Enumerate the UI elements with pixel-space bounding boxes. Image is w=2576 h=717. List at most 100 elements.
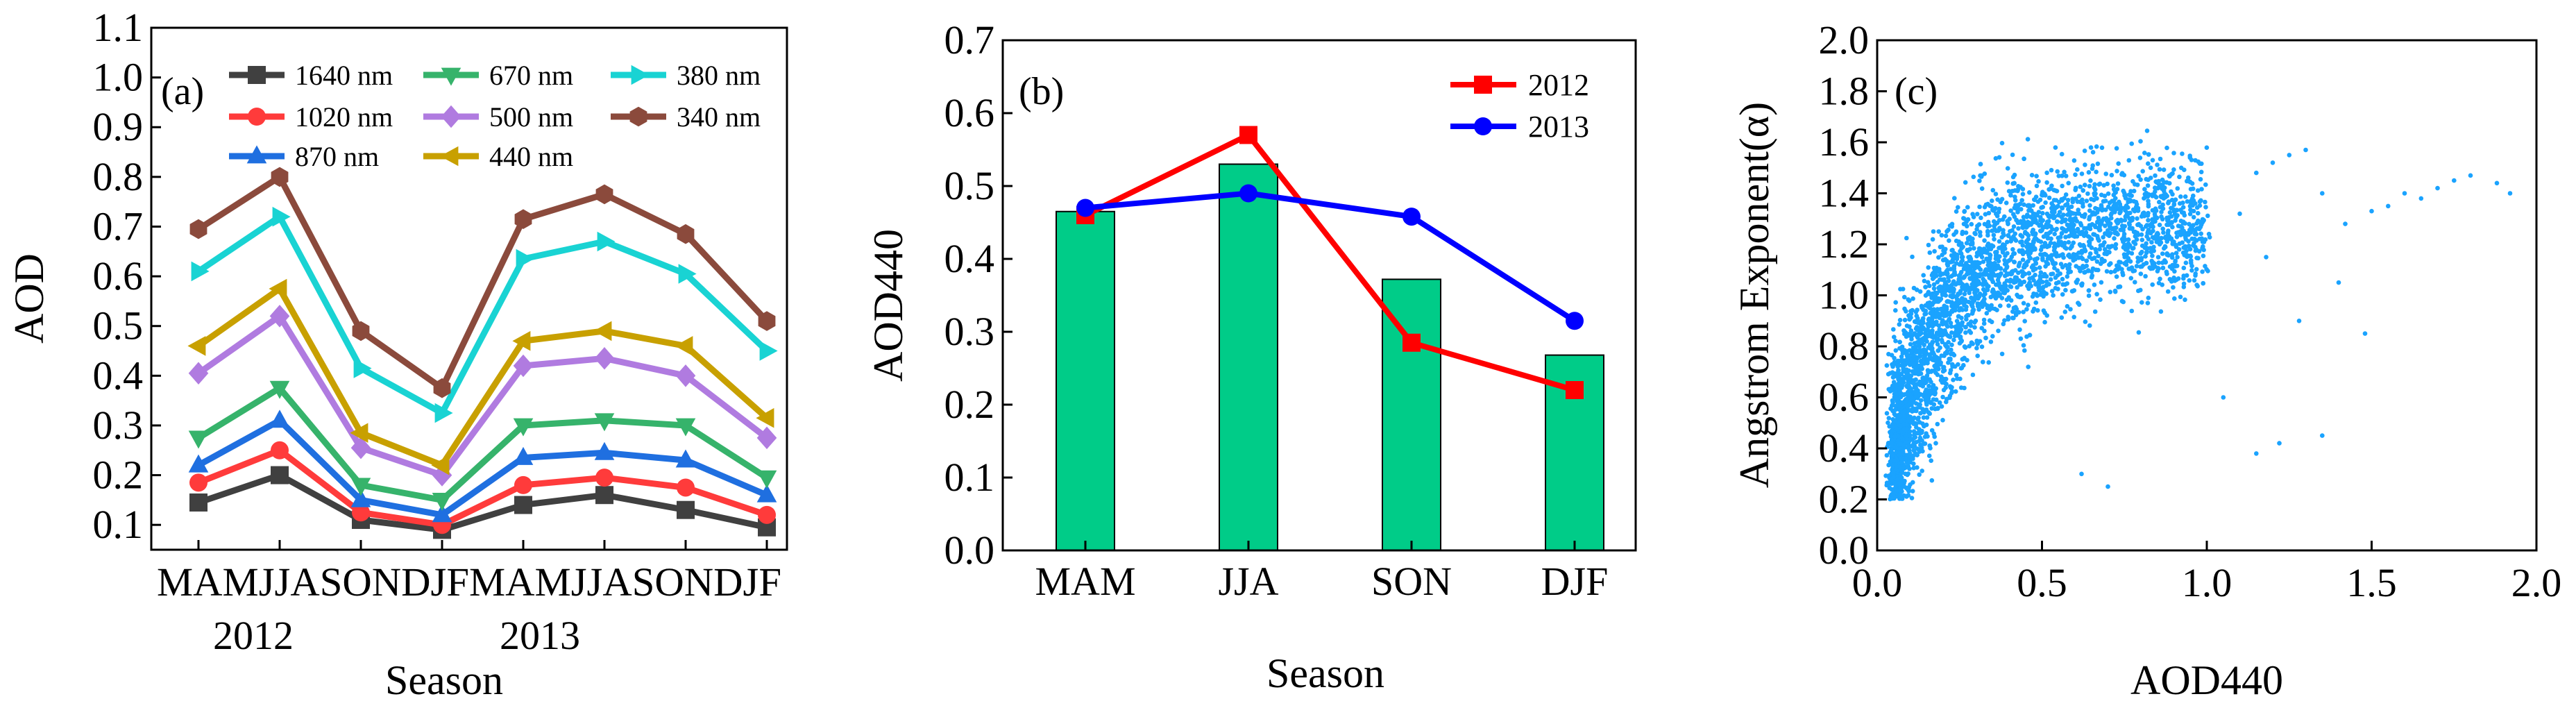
scatter-point xyxy=(1930,237,1935,242)
scatter-point xyxy=(2174,251,2179,255)
scatter-point xyxy=(2104,269,2110,274)
legend-entry-2013: 2013 xyxy=(1450,110,1589,144)
data-point xyxy=(350,489,371,507)
scatter-point xyxy=(1892,408,1897,413)
scatter-point xyxy=(1889,441,1895,446)
scatter-point xyxy=(1930,276,1935,282)
scatter-point xyxy=(2012,278,2017,284)
panel-b-frame xyxy=(1001,39,1637,552)
scatter-point xyxy=(2183,194,2188,199)
scatter-point xyxy=(1937,327,1942,332)
scatter-point xyxy=(2154,215,2160,221)
scatter-point xyxy=(2174,277,2179,282)
scatter-point xyxy=(2103,223,2108,228)
scatter-point xyxy=(2087,203,2092,208)
scatter-point xyxy=(1929,458,1933,463)
scatter-point xyxy=(2362,331,2368,336)
scatter-point xyxy=(1947,317,1952,322)
data-point xyxy=(188,430,209,449)
scatter-point xyxy=(2043,252,2049,258)
scatter-point xyxy=(1886,420,1890,425)
panel-a-y-tick-label: 1.0 xyxy=(93,55,144,100)
scatter-point xyxy=(2017,220,2022,226)
scatter-point xyxy=(1956,242,1962,247)
scatter-point xyxy=(1886,371,1891,377)
legend-marker xyxy=(246,145,267,164)
scatter-point xyxy=(2052,252,2057,257)
scatter-point xyxy=(2008,208,2013,213)
scatter-point xyxy=(1951,266,1957,271)
scatter-point xyxy=(2086,288,2092,293)
scatter-point xyxy=(1971,174,1976,180)
scatter-point xyxy=(1935,341,1940,347)
scatter-point xyxy=(1897,317,1903,323)
scatter-point xyxy=(2033,247,2037,252)
scatter-point xyxy=(2089,196,2094,202)
scatter-point xyxy=(1972,230,1977,236)
panel-c-x-axis-label: AOD440 xyxy=(2130,657,2283,703)
scatter-point xyxy=(2038,274,2044,280)
scatter-point xyxy=(2052,265,2057,271)
scatter-point xyxy=(1958,251,1964,256)
scatter-point xyxy=(2045,256,2051,261)
scatter-point xyxy=(2010,315,2015,321)
scatter-point xyxy=(2188,230,2194,235)
scatter-point xyxy=(2082,226,2087,231)
scatter-point xyxy=(2102,240,2107,245)
scatter-point xyxy=(2085,234,2091,239)
scatter-point xyxy=(1937,277,1942,282)
scatter-point xyxy=(1889,447,1894,453)
scatter-point xyxy=(1903,369,1908,373)
scatter-point xyxy=(1942,277,1947,282)
scatter-point xyxy=(1897,339,1902,345)
scatter-point xyxy=(2121,231,2127,237)
scatter-point xyxy=(2127,243,2132,248)
scatter-point xyxy=(1937,400,1942,405)
scatter-point xyxy=(1898,394,1904,400)
scatter-point xyxy=(1895,477,1900,482)
scatter-point xyxy=(2087,183,2092,189)
scatter-point xyxy=(2063,262,2068,268)
scatter-point xyxy=(2107,250,2112,255)
data-point xyxy=(352,321,370,341)
panel-a-y-ticks: 0.10.2 0.3 0.4 0.5 0.6 0.70.8 0.91.0 1.1 xyxy=(93,5,768,550)
scatter-point xyxy=(1897,389,1902,394)
scatter-point xyxy=(2013,305,2018,310)
scatter-point xyxy=(1944,229,1949,234)
scatter-point xyxy=(2173,258,2178,264)
scatter-point xyxy=(2138,139,2143,144)
scatter-point xyxy=(2079,282,2084,287)
scatter-point xyxy=(2287,153,2292,158)
scatter-point xyxy=(2040,210,2045,216)
scatter-point xyxy=(1906,401,1912,407)
scatter-point xyxy=(1905,472,1910,478)
scatter-point xyxy=(1959,246,1964,251)
scatter-point xyxy=(2160,265,2166,271)
data-point xyxy=(432,464,452,487)
panel-c-y-tick-label: 1.6 xyxy=(1819,119,1870,165)
data-point xyxy=(514,209,532,229)
scatter-point xyxy=(2114,219,2119,223)
scatter-point xyxy=(1932,248,1937,254)
scatter-point xyxy=(1918,398,1924,403)
scatter-point xyxy=(2031,306,2037,312)
scatter-point xyxy=(2254,170,2259,176)
scatter-point xyxy=(2073,185,2078,191)
scatter-point xyxy=(2044,283,2049,288)
scatter-point xyxy=(2145,301,2151,305)
legend-marker xyxy=(248,108,266,126)
scatter-point xyxy=(1896,368,1901,373)
scatter-point xyxy=(2040,255,2045,261)
scatter-point xyxy=(2148,165,2153,170)
scatter-point xyxy=(2087,208,2092,213)
scatter-point xyxy=(1917,371,1923,376)
scatter-point xyxy=(2237,211,2242,217)
scatter-point xyxy=(1921,273,1926,278)
scatter-point xyxy=(1931,299,1937,305)
scatter-point xyxy=(1926,317,1931,323)
series-line xyxy=(196,174,770,391)
scatter-point xyxy=(1892,335,1897,339)
scatter-point xyxy=(1893,482,1898,487)
scatter-point xyxy=(1945,263,1951,268)
scatter-point xyxy=(1900,351,1906,356)
